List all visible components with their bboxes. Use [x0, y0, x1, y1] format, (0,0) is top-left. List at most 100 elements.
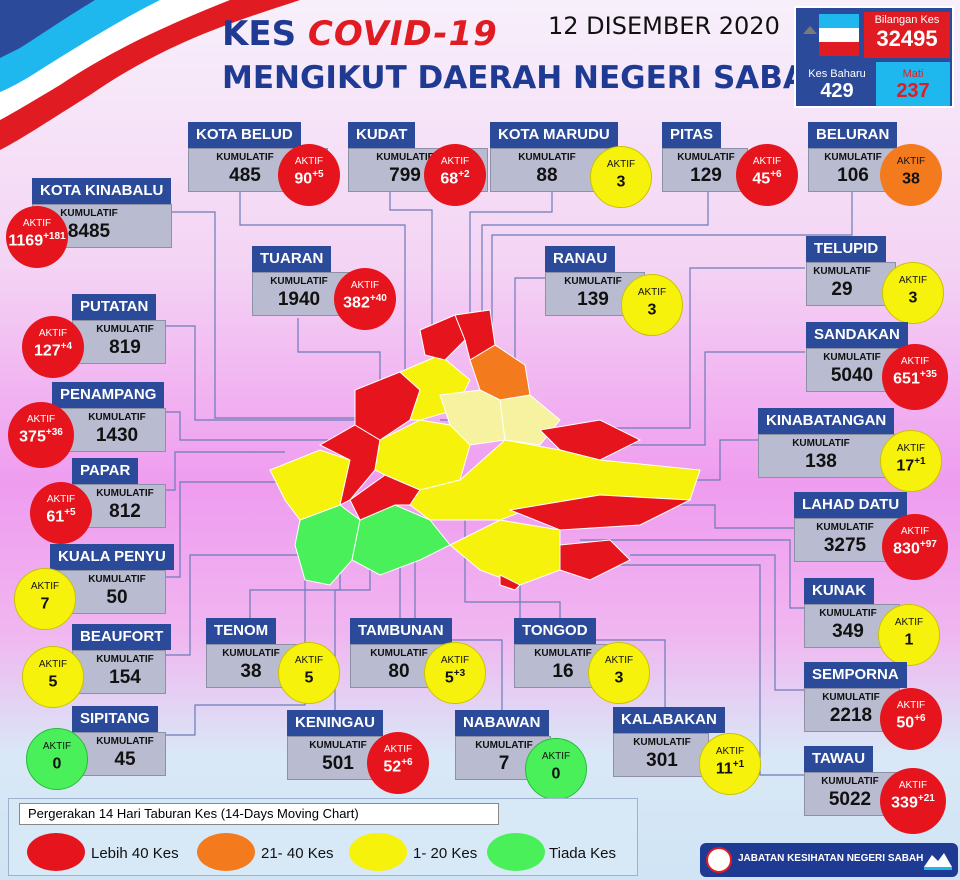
kumulatif-value: 106: [837, 165, 869, 186]
district-name: KOTA KINABALU: [32, 178, 172, 204]
aktif-label: AKTIF: [294, 655, 324, 666]
aktif-label: AKTIF: [896, 443, 926, 454]
aktif-label: AKTIF: [38, 328, 68, 339]
kumulatif-value: 3275: [823, 535, 867, 556]
kumulatif-value: 88: [536, 165, 558, 186]
aktif-label: AKTIF: [898, 275, 928, 286]
title-block: KES COVID-19 MENGIKUT DAERAH NEGERI SABA…: [222, 14, 833, 96]
district-name: RANAU: [545, 246, 616, 272]
aktif-badge: AKTIF 45+6: [736, 144, 798, 206]
aktif-badge: AKTIF 830+97: [882, 514, 948, 580]
district-card: KUMULATIF 819: [72, 320, 166, 364]
aktif-value: 68+2: [440, 169, 470, 188]
district-name: KALABAKAN: [613, 707, 725, 733]
aktif-value: 3: [614, 669, 624, 687]
aktif-value: 0: [52, 755, 62, 773]
district-name: PENAMPANG: [52, 382, 165, 408]
kumulatif-value: 5040: [830, 365, 874, 386]
kumulatif-label: KUMULATIF: [88, 412, 146, 423]
kumulatif-value: 45: [114, 749, 136, 770]
aktif-badge: AKTIF 61+5: [30, 482, 92, 544]
kumulatif-label: KUMULATIF: [309, 740, 367, 751]
kumulatif-value: 799: [389, 165, 421, 186]
kumulatif-value: 139: [577, 289, 609, 310]
aktif-label: AKTIF: [350, 280, 380, 291]
district-card: KUMULATIF 129: [662, 148, 748, 192]
kumulatif-value: 8485: [67, 221, 111, 242]
kumulatif-label: KUMULATIF: [376, 152, 434, 163]
deaths-label: Mati: [902, 68, 924, 80]
kumulatif-value: 501: [322, 753, 354, 774]
kumulatif-label: KUMULATIF: [518, 152, 576, 163]
aktif-label: AKTIF: [900, 526, 930, 537]
aktif-label: AKTIF: [898, 780, 928, 791]
aktif-badge: AKTIF 7: [14, 568, 76, 630]
footer-org-name: JABATAN KESIHATAN NEGERI SABAH: [738, 853, 924, 864]
footer-banner: JABATAN KESIHATAN NEGERI SABAH: [700, 843, 958, 877]
kumulatif-value: 50: [106, 587, 128, 608]
kumulatif-value: 2218: [829, 705, 873, 726]
legend-dot-yellow: [349, 833, 407, 871]
aktif-label: AKTIF: [604, 655, 634, 666]
aktif-badge: AKTIF 0: [26, 728, 88, 790]
kumulatif-label: KUMULATIF: [96, 488, 154, 499]
aktif-value: 11+1: [715, 759, 745, 778]
aktif-label: AKTIF: [46, 494, 76, 505]
kumulatif-label: KUMULATIF: [96, 736, 154, 747]
aktif-label: AKTIF: [440, 655, 470, 666]
aktif-value: 127+4: [33, 341, 73, 360]
aktif-badge: AKTIF 52+6: [367, 732, 429, 794]
aktif-value: 0: [551, 765, 561, 783]
district-name: KUNAK: [804, 578, 875, 604]
kumulatif-label: KUMULATIF: [677, 152, 735, 163]
aktif-value: 17+1: [896, 456, 926, 475]
deaths-value: 237: [896, 80, 930, 102]
report-date: 12 DISEMBER 2020: [548, 12, 780, 40]
aktif-badge: AKTIF 0: [525, 738, 587, 800]
aktif-badge: AKTIF 5: [278, 642, 340, 704]
kumulatif-value: 819: [109, 337, 141, 358]
kumulatif-label: KUMULATIF: [633, 737, 691, 748]
kumulatif-value: 485: [229, 165, 261, 186]
aktif-label: AKTIF: [637, 287, 667, 298]
kumulatif-value: 38: [240, 661, 262, 682]
kumulatif-label: KUMULATIF: [96, 324, 154, 335]
aktif-value: 3: [616, 173, 626, 191]
district-name: SANDAKAN: [806, 322, 908, 348]
district-name: TELUPID: [806, 236, 887, 262]
kumulatif-label: KUMULATIF: [88, 574, 146, 585]
district-name: KUALA PENYU: [50, 544, 174, 570]
title-prefix: KES: [222, 14, 297, 54]
total-cases-label: Bilangan Kes: [874, 14, 940, 26]
stats-panel: Bilangan Kes 32495 Kes Baharu 429 Mati 2…: [794, 6, 954, 108]
aktif-value: 1169+181: [8, 231, 66, 250]
aktif-badge: AKTIF 1169+181: [6, 206, 68, 268]
kumulatif-value: 1430: [95, 425, 139, 446]
aktif-badge: AKTIF 1: [878, 604, 940, 666]
aktif-value: 5: [48, 673, 58, 691]
kumulatif-value: 1940: [277, 289, 321, 310]
kumulatif-value: 301: [646, 750, 678, 771]
district-card: KUMULATIF 138: [758, 434, 898, 478]
district-name: SIPITANG: [72, 706, 158, 732]
district-name: NABAWAN: [455, 710, 549, 736]
new-cases-label: Kes Baharu: [808, 68, 866, 80]
aktif-label: AKTIF: [440, 156, 470, 167]
kumulatif-label: KUMULATIF: [564, 276, 622, 287]
aktif-label: AKTIF: [606, 159, 636, 170]
kumulatif-label: KUMULATIF: [475, 740, 533, 751]
kumulatif-label: KUMULATIF: [270, 276, 328, 287]
district-card: KUMULATIF 154: [72, 650, 166, 694]
aktif-label: AKTIF: [900, 356, 930, 367]
district-name: TAMBUNAN: [350, 618, 452, 644]
kumulatif-value: 7: [498, 753, 510, 774]
aktif-badge: AKTIF 375+36: [8, 402, 74, 468]
legend-label: Tiada Kes: [549, 845, 616, 862]
kumulatif-label: KUMULATIF: [60, 208, 118, 219]
kumulatif-label: KUMULATIF: [821, 776, 879, 787]
district-name: KUDAT: [348, 122, 416, 148]
legend-label: 1- 20 Kes: [413, 845, 478, 862]
legend-title: Pergerakan 14 Hari Taburan Kes (14-Days …: [19, 803, 499, 825]
district-name: SEMPORNA: [804, 662, 907, 688]
legend-dot-green: [487, 833, 545, 871]
